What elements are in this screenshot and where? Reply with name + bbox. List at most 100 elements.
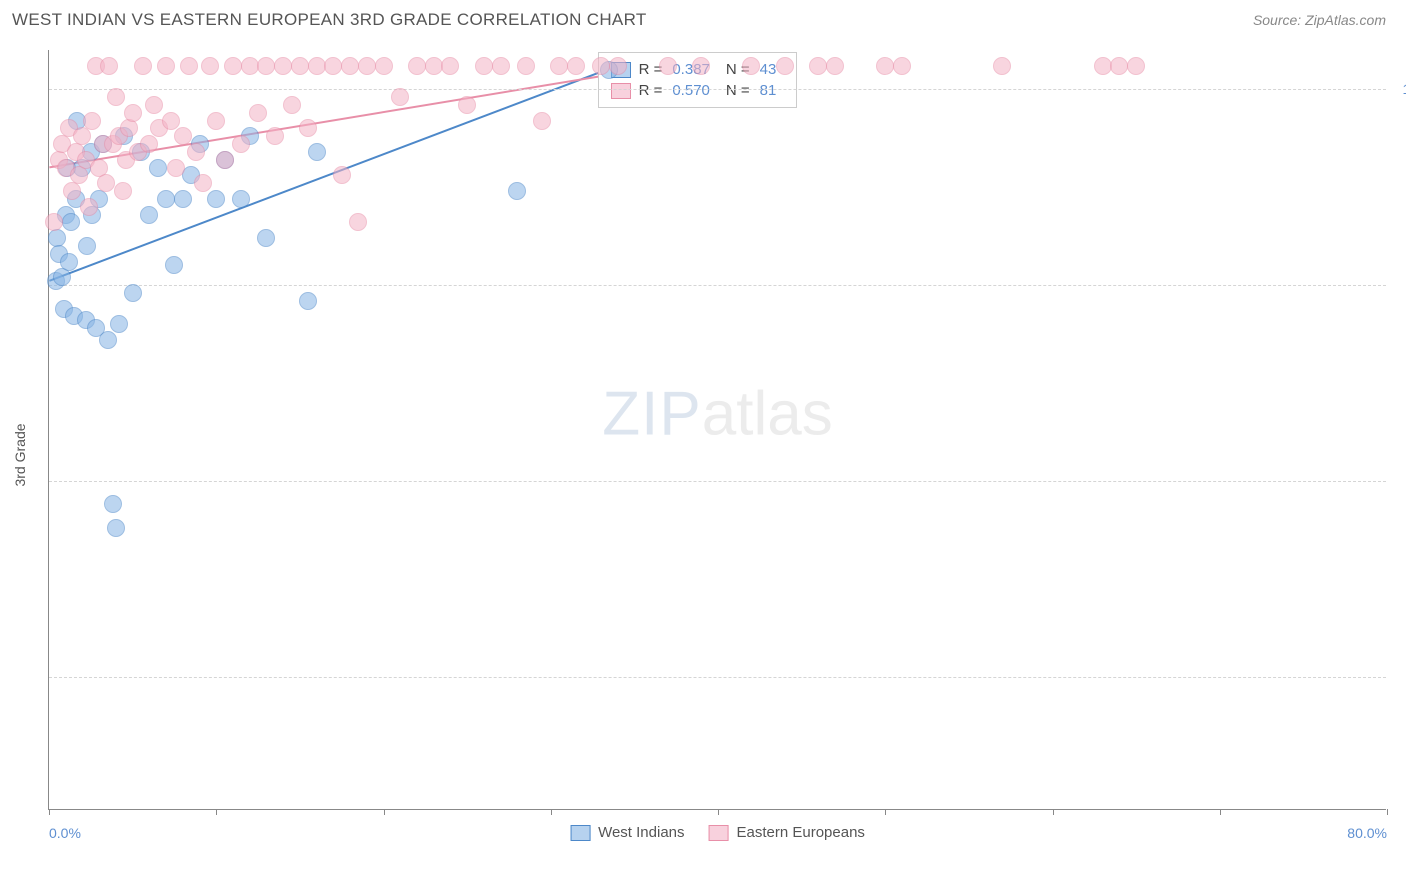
data-point	[107, 88, 125, 106]
data-point	[232, 135, 250, 153]
data-point	[257, 229, 275, 247]
data-point	[78, 237, 96, 255]
data-point	[157, 57, 175, 75]
source-label: Source: ZipAtlas.com	[1253, 12, 1386, 28]
data-point	[993, 57, 1011, 75]
x-tick-mark	[49, 809, 50, 815]
data-point	[425, 57, 443, 75]
data-point	[70, 166, 88, 184]
x-tick-label: 0.0%	[49, 825, 81, 841]
x-tick-label: 80.0%	[1347, 825, 1387, 841]
data-point	[692, 57, 710, 75]
data-point	[826, 57, 844, 75]
data-point	[533, 112, 551, 130]
data-point	[341, 57, 359, 75]
data-point	[299, 292, 317, 310]
data-point	[140, 206, 158, 224]
swatch-icon	[709, 825, 729, 841]
data-point	[299, 119, 317, 137]
data-point	[274, 57, 292, 75]
data-point	[333, 166, 351, 184]
chart-area: 3rd Grade ZIPatlas R =0.387 N =43 R =0.5…	[0, 40, 1406, 870]
data-point	[567, 57, 585, 75]
gridline	[49, 285, 1386, 286]
data-point	[110, 315, 128, 333]
data-point	[157, 190, 175, 208]
data-point	[45, 213, 63, 231]
watermark: ZIPatlas	[602, 379, 832, 450]
data-point	[1127, 57, 1145, 75]
data-point	[187, 143, 205, 161]
data-point	[742, 57, 760, 75]
header: WEST INDIAN VS EASTERN EUROPEAN 3RD GRAD…	[0, 0, 1406, 40]
data-point	[232, 190, 250, 208]
data-point	[375, 57, 393, 75]
x-tick-mark	[384, 809, 385, 815]
data-point	[492, 57, 510, 75]
x-tick-mark	[885, 809, 886, 815]
data-point	[140, 135, 158, 153]
data-point	[124, 284, 142, 302]
data-point	[809, 57, 827, 75]
legend-item-eastern-europeans: Eastern Europeans	[709, 824, 865, 841]
data-point	[165, 256, 183, 274]
data-point	[441, 57, 459, 75]
data-point	[776, 57, 794, 75]
y-tick-label: 92.5%	[1394, 669, 1406, 685]
data-point	[180, 57, 198, 75]
data-point	[104, 495, 122, 513]
data-point	[162, 112, 180, 130]
data-point	[83, 112, 101, 130]
data-point	[308, 143, 326, 161]
x-tick-mark	[1053, 809, 1054, 815]
data-point	[876, 57, 894, 75]
swatch-icon	[570, 825, 590, 841]
data-point	[324, 57, 342, 75]
data-point	[475, 57, 493, 75]
data-point	[149, 159, 167, 177]
data-point	[659, 57, 677, 75]
data-point	[145, 96, 163, 114]
data-point	[216, 151, 234, 169]
legend-item-west-indians: West Indians	[570, 824, 684, 841]
data-point	[120, 119, 138, 137]
data-point	[97, 174, 115, 192]
data-point	[308, 57, 326, 75]
y-axis-label: 3rd Grade	[12, 423, 28, 486]
data-point	[174, 190, 192, 208]
data-point	[266, 127, 284, 145]
data-point	[1094, 57, 1112, 75]
data-point	[53, 268, 71, 286]
data-point	[609, 57, 627, 75]
data-point	[224, 57, 242, 75]
chart-title: WEST INDIAN VS EASTERN EUROPEAN 3RD GRAD…	[12, 10, 647, 30]
data-point	[114, 182, 132, 200]
data-point	[207, 112, 225, 130]
data-point	[508, 182, 526, 200]
data-point	[60, 253, 78, 271]
y-tick-label: 95.0%	[1394, 473, 1406, 489]
data-point	[1110, 57, 1128, 75]
x-tick-mark	[718, 809, 719, 815]
gridline	[49, 481, 1386, 482]
data-point	[283, 96, 301, 114]
data-point	[99, 331, 117, 349]
data-point	[63, 182, 81, 200]
data-point	[893, 57, 911, 75]
data-point	[391, 88, 409, 106]
data-point	[107, 519, 125, 537]
x-tick-mark	[1387, 809, 1388, 815]
trend-lines	[49, 50, 1386, 809]
data-point	[458, 96, 476, 114]
data-point	[62, 213, 80, 231]
data-point	[592, 57, 610, 75]
legend-row: R =0.570 N =81	[609, 80, 787, 101]
data-point	[207, 190, 225, 208]
swatch-icon	[611, 83, 631, 99]
y-tick-label: 97.5%	[1394, 277, 1406, 293]
data-point	[291, 57, 309, 75]
series-legend: West Indians Eastern Europeans	[570, 824, 865, 841]
data-point	[201, 57, 219, 75]
data-point	[349, 213, 367, 231]
data-point	[249, 104, 267, 122]
